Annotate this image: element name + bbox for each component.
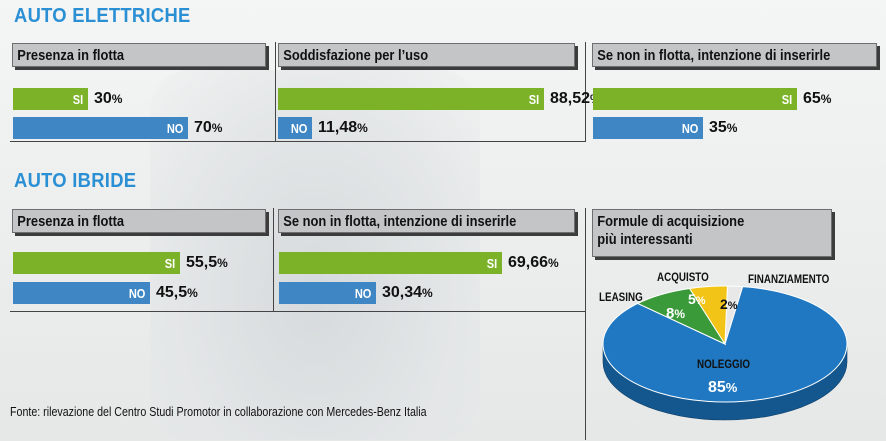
divider [275, 42, 276, 142]
source-note: Fonte: rilevazione del Centro Studi Prom… [10, 404, 427, 419]
bar-category-label: NO [166, 120, 183, 136]
bar-si: SI [278, 88, 544, 110]
bar-value-label: 35% [709, 119, 738, 136]
bar-no: NO [278, 117, 312, 139]
bar-no: NO [13, 117, 188, 139]
panel-title: Presenza in flotta [17, 213, 125, 230]
pie-category-label-leasing: LEASING [599, 290, 643, 304]
bar-no: NO [13, 282, 150, 304]
bar-no: NO [279, 282, 376, 304]
bar-value-label: 30% [94, 90, 123, 107]
section-title-elettriche: AUTO ELETTRICHE [14, 5, 191, 27]
bar-value-label: 30,34% [382, 284, 433, 301]
divider [274, 311, 586, 312]
divider [10, 141, 276, 142]
pie-category-label-noleggio: NOLEGGIO [697, 357, 751, 371]
panel-title: Soddisfazione per l’uso [283, 47, 429, 64]
bar-si: SI [593, 88, 797, 110]
bar-category-label: NO [354, 285, 371, 301]
bar-category-label: SI [486, 255, 497, 271]
bar-value-label: 45,5% [156, 284, 198, 301]
panel-header-ele-presenza: Presenza in flotta [12, 43, 266, 67]
divider [585, 208, 586, 440]
pie-value-label-leasing: 8% [666, 305, 685, 322]
bar-category-label: NO [681, 120, 698, 136]
panel-title: Se non in flotta, intenzione di inserirl… [597, 47, 831, 64]
panel-header-ele-intenzione: Se non in flotta, intenzione di inserirl… [592, 43, 877, 67]
panel-title: Presenza in flotta [17, 47, 125, 64]
pie-value-label-acquisto: 5% [688, 291, 706, 307]
bar-value-label: 70% [194, 119, 223, 136]
bar-si: SI [13, 252, 180, 274]
bar-si: SI [279, 252, 502, 274]
panel-header-ibr-intenzione: Se non in flotta, intenzione di inserirl… [278, 209, 575, 233]
divider [273, 208, 274, 311]
pie-category-label-acquisto: ACQUISTO [657, 270, 709, 284]
bar-category-label: SI [72, 91, 83, 107]
panel-header-ibr-formule: Formule di acquisizione più interessanti [592, 209, 832, 257]
panel-title: Se non in flotta, intenzione di inserirl… [283, 213, 517, 230]
bar-category-label: SI [781, 91, 792, 107]
bar-category-label: SI [528, 91, 539, 107]
divider [585, 42, 586, 142]
bar-value-label: 69,66% [508, 254, 559, 271]
pie-category-label-finanziamento: FINANZIAMENTO [748, 272, 830, 286]
bar-category-label: NO [128, 285, 145, 301]
bar-value-label: 55,5% [186, 254, 228, 271]
panel-title-line1: Formule di acquisizione [597, 213, 745, 230]
bar-category-label: NO [290, 120, 307, 136]
bar-value-label: 65% [803, 90, 832, 107]
panel-header-ibr-presenza: Presenza in flotta [12, 209, 266, 233]
panel-header-ele-soddisfazione: Soddisfazione per l’uso [278, 43, 575, 67]
divider [275, 141, 586, 142]
panel-title-line2: più interessanti [597, 231, 693, 248]
pie-value-label-finanziamento: 2% [720, 296, 738, 312]
section-title-ibride: AUTO IBRIDE [14, 170, 137, 192]
bar-category-label: SI [164, 255, 175, 271]
pie-value-label-noleggio: 85% [708, 379, 738, 396]
bar-value-label: 11,48% [318, 119, 368, 136]
bar-no: NO [593, 117, 703, 139]
divider [10, 311, 274, 312]
pie-slice-acquisto [688, 285, 728, 346]
bar-si: SI [13, 88, 88, 110]
